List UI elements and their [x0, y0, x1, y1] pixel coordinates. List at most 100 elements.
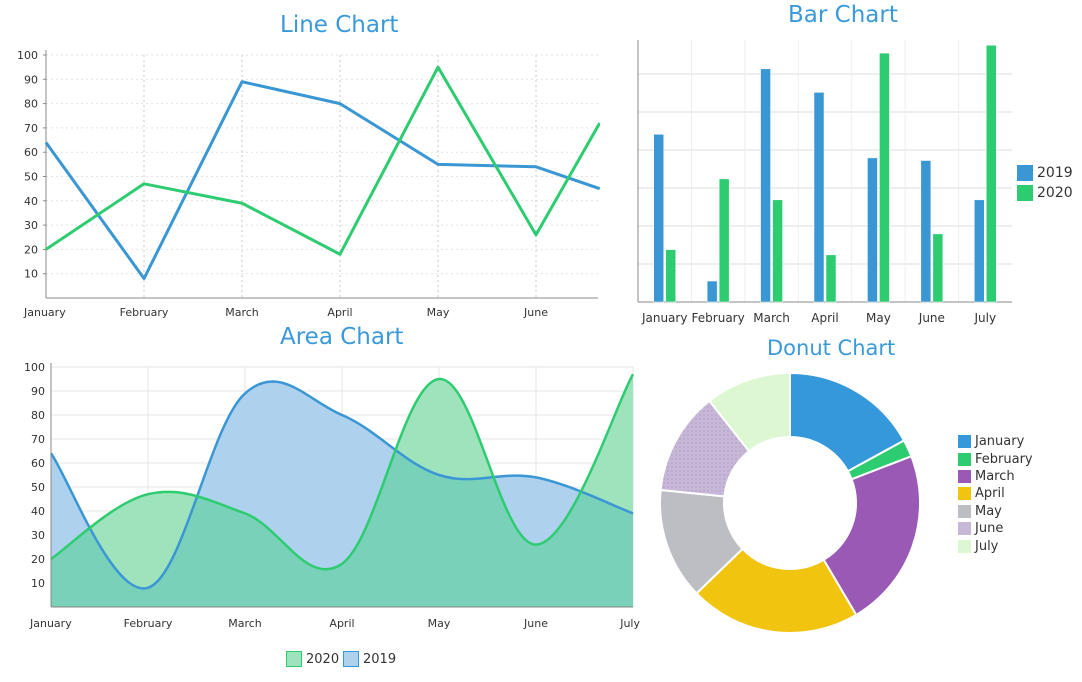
bar-2020-may [879, 52, 890, 303]
y-tick-label: 100 [24, 361, 45, 374]
bar-2020-april [825, 254, 837, 303]
y-tick-label: 60 [24, 146, 38, 159]
x-tick-label: July [973, 311, 996, 325]
legend-label: April [975, 486, 1005, 502]
legend-label: July [975, 538, 999, 554]
line-series-2019 [44, 80, 600, 281]
x-tick-label: March [753, 311, 790, 325]
legend-label-2020: 2020 [1037, 185, 1073, 201]
legend-swatch [958, 452, 971, 466]
bar-2019-june [920, 160, 932, 303]
y-tick-label: 60 [31, 457, 45, 470]
y-tick-label: 90 [24, 73, 38, 86]
y-tick-label: 90 [31, 385, 45, 398]
x-tick-label: June [918, 311, 945, 325]
x-tick-label: January [23, 306, 66, 319]
x-tick-label: May [866, 311, 891, 325]
y-tick-label: 40 [24, 195, 38, 208]
donut-slice-march [822, 454, 921, 617]
bar-chart: January February March April May June July [637, 40, 1012, 325]
y-tick-label: 70 [31, 433, 45, 446]
bar-2019-april [813, 92, 825, 303]
line-chart-title: Line Chart [280, 12, 399, 38]
x-tick-label: May [428, 617, 451, 630]
donut-legend-item-april[interactable]: April [958, 485, 1033, 502]
donut-legend-item-may[interactable]: May [958, 503, 1033, 520]
line-series-2020 [45, 65, 600, 256]
x-tick-label: April [327, 306, 352, 319]
legend-label-2019-area: 2019 [363, 651, 397, 667]
legend-swatch [958, 487, 971, 501]
donut-legend-item-march[interactable]: March [958, 468, 1033, 485]
donut-legend-item-february[interactable]: February [958, 450, 1033, 467]
legend-swatch-2020-area [286, 651, 302, 667]
bar-legend-item-2019[interactable]: 2019 [1017, 165, 1073, 181]
bar-2019-january [653, 134, 664, 303]
donut-legend: January February March April May June July [958, 433, 1033, 555]
area-line-2020 [50, 373, 635, 571]
bar-2019-march [760, 68, 771, 303]
y-tick-label: 30 [24, 219, 38, 232]
bar-2020-june [932, 233, 944, 303]
x-tick-label: June [523, 617, 548, 630]
legend-label: June [975, 521, 1004, 537]
donut-legend-item-january[interactable]: January [958, 433, 1033, 450]
x-tick-label: January [29, 617, 72, 630]
area-chart-title: Area Chart [280, 324, 404, 350]
y-tick-label: 50 [31, 481, 45, 494]
y-tick-label: 80 [31, 409, 45, 422]
bar-2019-february [706, 280, 718, 303]
legend-label: March [975, 468, 1015, 484]
y-tick-label: 20 [31, 553, 45, 566]
bar-2020-march [772, 199, 783, 303]
legend-swatch [958, 469, 971, 483]
y-tick-label: 10 [31, 577, 45, 590]
x-tick-label: July [619, 617, 640, 630]
x-tick-label: February [692, 311, 745, 325]
legend-label: February [975, 451, 1033, 467]
x-tick-label: February [120, 306, 169, 319]
donut-chart-title: Donut Chart [767, 336, 896, 360]
x-tick-label: April [811, 311, 838, 325]
area-line-2019 [49, 380, 634, 590]
donut-legend-item-july[interactable]: July [958, 537, 1033, 554]
legend-swatch-2019-area [343, 651, 359, 667]
bar-2019-may [867, 157, 878, 303]
area-legend-item-2019[interactable]: 2019 [343, 651, 396, 667]
legend-swatch [958, 435, 971, 449]
legend-swatch-2019 [1017, 165, 1033, 181]
area-legend-item-2020[interactable]: 2020 [286, 651, 339, 667]
x-tick-label: February [124, 617, 173, 630]
legend-label-2020-area: 2020 [306, 651, 340, 667]
bar-chart-title: Bar Chart [788, 2, 898, 28]
line-chart: 10 20 30 40 50 60 70 80 90 100 January February Marc… [17, 49, 600, 319]
x-tick-label: March [225, 306, 259, 319]
x-tick-label: January [641, 311, 688, 325]
y-tick-label: 10 [24, 268, 38, 281]
donut-legend-item-june[interactable]: June [958, 520, 1033, 537]
x-tick-label: April [329, 617, 354, 630]
legend-label-2019: 2019 [1037, 165, 1073, 181]
donut-chart [659, 371, 921, 634]
x-tick-label: March [228, 617, 262, 630]
legend-swatch-2020 [1017, 185, 1033, 201]
bar-2019-july [974, 199, 985, 303]
legend-label: January [975, 434, 1025, 450]
y-tick-label: 100 [17, 49, 38, 62]
bar-2020-february [718, 178, 730, 303]
y-tick-label: 20 [24, 243, 38, 256]
legend-swatch [958, 504, 971, 518]
x-tick-label: May [427, 306, 450, 319]
bar-legend-item-2020[interactable]: 2020 [1017, 185, 1073, 201]
donut-slice-july [708, 371, 791, 453]
legend-swatch [958, 522, 971, 536]
legend-label: May [975, 503, 1002, 519]
bar-2020-july [986, 44, 997, 303]
area-chart: 10 20 30 40 50 60 70 80 90 100 January February Marc… [24, 361, 640, 630]
donut-slice-april [695, 547, 858, 634]
y-tick-label: 40 [31, 505, 45, 518]
y-tick-label: 70 [24, 122, 38, 135]
legend-swatch [958, 539, 971, 553]
x-tick-label: June [523, 306, 548, 319]
y-tick-label: 80 [24, 98, 38, 111]
